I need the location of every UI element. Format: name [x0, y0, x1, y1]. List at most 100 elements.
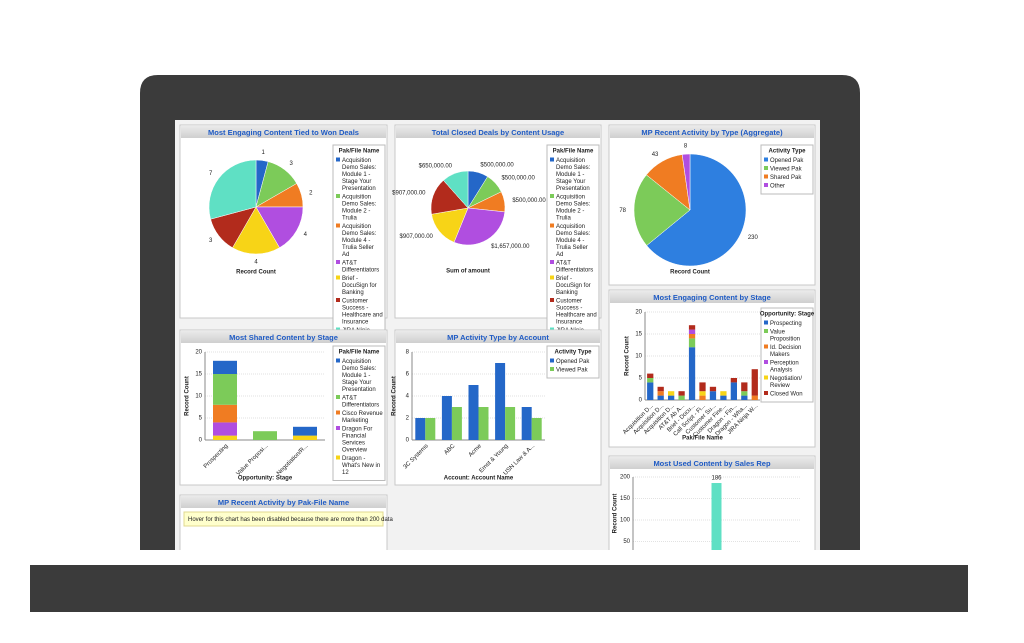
panel-title: Total Closed Deals by Content Usage: [432, 128, 564, 137]
panel-header: [610, 457, 814, 469]
legend-swatch: [550, 260, 554, 264]
data-label: 3: [209, 238, 213, 244]
legend-swatch: [764, 375, 768, 380]
legend: Pak/File Name Acquisition Demo Sales: Mod…: [332, 345, 386, 481]
pie-slice: [208, 159, 257, 220]
bar-segment: [699, 391, 706, 396]
bar-segment: [213, 360, 237, 374]
legend-label: Viewed Pak: [556, 367, 589, 373]
panel-header: [610, 126, 814, 138]
bar: [451, 407, 462, 440]
bar-segment: [699, 382, 706, 392]
x-axis-label: Opportunity: Stage: [238, 476, 293, 482]
legend-label: Acquisition Demo Sales: Module 1 - Stage…: [556, 158, 592, 192]
panel-title: MP Recent Activity by Pak-File Name: [218, 498, 349, 507]
data-label: 43: [652, 152, 659, 158]
y-tick-label: 100: [620, 518, 631, 524]
legend-swatch: [336, 275, 340, 280]
bar: [711, 483, 722, 550]
legend-label: Dragon - What's New in 12: [342, 456, 382, 476]
pie-slice: [443, 170, 469, 209]
bar-segment: [699, 395, 706, 400]
legend-title: Opportunity: Stage: [760, 312, 815, 318]
y-tick-label: 150: [620, 496, 631, 502]
legend-label: Id. Decision Makers: [770, 345, 803, 358]
bar-segment: [657, 386, 664, 392]
y-tick-label: 15: [195, 372, 202, 378]
legend-label: Customer Success - Healthcare and Insura…: [342, 298, 384, 325]
legend-swatch: [764, 344, 768, 349]
pie-slice: [453, 207, 506, 246]
legend-label: Closed Won: [770, 391, 803, 397]
bar-segment: [688, 325, 696, 330]
legend-swatch: [336, 298, 340, 302]
bar-segment: [720, 395, 727, 400]
y-tick-label: 0: [199, 438, 203, 444]
panel-header: [181, 126, 386, 138]
legend-swatch: [550, 194, 554, 198]
panel-title: Most Shared Content by Stage: [229, 333, 338, 342]
data-label: 230: [748, 235, 759, 241]
y-axis-label: Record Count: [613, 494, 619, 534]
legend: Activity Type Opened Pak Viewed Pak Shared …: [760, 144, 814, 195]
legend-box: [760, 307, 814, 403]
bar-segment: [668, 391, 675, 396]
data-label: 4: [304, 232, 308, 238]
bar-segment: [213, 422, 237, 436]
bar: [468, 385, 479, 440]
legend-swatch: [550, 275, 554, 280]
legend-swatch: [336, 194, 340, 198]
legend-label: Opened Pak: [770, 158, 804, 164]
data-label: 7: [209, 171, 213, 177]
bar-segment: [709, 391, 717, 400]
legend-title: Activity Type: [555, 350, 593, 356]
bar-segment: [741, 395, 748, 400]
panel-header: [181, 331, 386, 343]
bar: [441, 396, 452, 440]
legend-label: Acquisition Demo Sales: Module 2 - Truli…: [342, 194, 378, 221]
bar-segment: [730, 378, 737, 383]
data-label: $500,000.00: [512, 198, 546, 204]
legend-label: AT&T Differentiators: [342, 395, 379, 408]
legend-title: Pak/File Name: [553, 149, 594, 155]
bar: [495, 363, 506, 440]
bar-segment: [688, 334, 696, 339]
panel-header: [610, 291, 814, 303]
legend-box: [760, 144, 814, 195]
legend-swatch: [764, 166, 768, 170]
legend-swatch: [550, 223, 554, 228]
notice-box: [183, 511, 384, 527]
legend-swatch: [764, 320, 768, 325]
bar: [505, 407, 516, 440]
data-label: 3: [289, 161, 293, 167]
legend-title: Activity Type: [769, 149, 807, 155]
bar-segment: [647, 378, 654, 383]
legend-box: [332, 345, 386, 481]
legend-title: Pak/File Name: [339, 350, 380, 356]
legend-label: AT&T Differentiators: [556, 260, 593, 273]
data-label: $907,000.00: [392, 191, 426, 197]
legend-box: [546, 345, 600, 379]
axis-label: Record Count: [670, 270, 710, 276]
data-label: $650,000.00: [419, 164, 453, 170]
legend-label: Opened Pak: [556, 359, 590, 365]
pie-slice: [681, 153, 691, 211]
bar: [478, 407, 489, 440]
panel-title: MP Recent Activity by Type (Aggregate): [641, 128, 783, 137]
data-label: 186: [711, 476, 722, 482]
legend-label: Acquisition Demo Sales: Module 2 - Truli…: [556, 194, 592, 221]
bar-segment: [213, 435, 237, 440]
y-tick-label: 6: [406, 372, 410, 378]
bar-segment: [213, 404, 237, 423]
legend-swatch: [764, 391, 768, 395]
bar-segment: [253, 431, 277, 440]
legend-label: Other: [770, 183, 785, 189]
bar-segment: [213, 374, 237, 405]
bar: [425, 418, 436, 440]
panel-title: MP Activity Type by Account: [447, 333, 549, 342]
data-label: $1,657,000.00: [491, 244, 530, 250]
data-label: 1: [262, 150, 266, 156]
data-label: 2: [309, 190, 313, 196]
bar-segment: [741, 391, 748, 396]
x-axis-label: Pak/File Name: [682, 436, 723, 442]
